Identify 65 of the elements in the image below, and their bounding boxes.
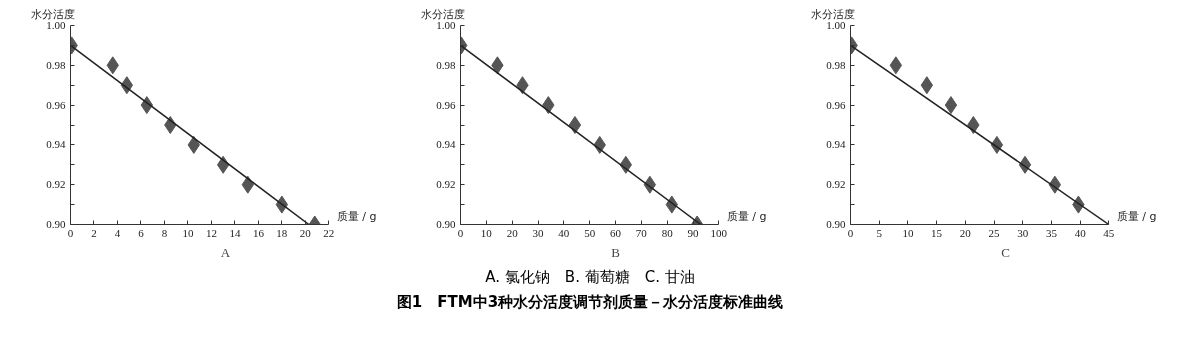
x-tick-label: 0	[847, 226, 854, 239]
x-tick-label: 6	[138, 226, 145, 239]
y-axis-title: 水分活度	[420, 7, 465, 21]
point	[920, 76, 934, 95]
x-tick-label: 20	[299, 226, 312, 239]
x-tick-label: 80	[661, 226, 674, 239]
y-tick-label: 1.00	[436, 19, 456, 31]
x-tick-label: 16	[252, 226, 265, 239]
x-tick-label: 18	[276, 226, 288, 239]
y-tick-label: 0.96	[436, 98, 456, 111]
y-tick-label: 0.96	[46, 98, 66, 111]
x-tick-label: 100	[710, 226, 728, 239]
x-tick-label: 0	[457, 226, 464, 239]
x-axis-title: 质量 / g	[1116, 209, 1157, 223]
x-tick-label: 4	[114, 226, 121, 239]
y-tick-label: 0.98	[436, 58, 456, 71]
x-tick-label: 90	[687, 226, 699, 239]
x-tick-label: 10	[902, 226, 914, 239]
text: C	[1001, 244, 1010, 260]
x-tick-label: 30	[532, 226, 544, 239]
x-tick-label: 40	[558, 226, 570, 239]
y-tick-label: 1.00	[46, 19, 66, 31]
y-axis-title: 水分活度	[30, 7, 75, 21]
y-tick-label: 0.98	[46, 58, 66, 71]
x-tick-label: 0	[67, 226, 74, 239]
y-tick-label: 0.94	[826, 138, 846, 151]
x-axis-title: 质量 / g	[336, 209, 377, 223]
y-tick-label: 0.94	[46, 138, 66, 151]
x-tick-label: 70	[635, 226, 648, 239]
y-tick-label: 0.92	[46, 178, 66, 191]
x-axis-title: 质量 / g	[726, 209, 767, 223]
y-tick-label: 0.96	[826, 98, 846, 111]
x-tick-label: 50	[584, 226, 596, 239]
y-tick-label: 0.92	[826, 178, 846, 191]
x-tick-label: 35	[1045, 226, 1058, 239]
text: A	[220, 244, 231, 260]
y-axis-title: 水分活度	[810, 7, 855, 21]
x-tick-label: 8	[161, 226, 168, 239]
x-tick-label: 12	[205, 226, 217, 239]
x-tick-label: 22	[323, 226, 335, 239]
point	[889, 56, 903, 75]
x-tick-label: 10	[182, 226, 194, 239]
text: 图1 FTM中3种水分活度调节剂质量－水分活度标准曲线	[395, 292, 785, 314]
x-tick-label: 10	[480, 226, 493, 239]
x-tick-label: 45	[1103, 226, 1115, 239]
y-tick-label: 1.00	[826, 19, 846, 31]
x-tick-label: 2	[91, 226, 97, 239]
x-tick-label: 15	[931, 226, 943, 239]
x-tick-label: 30	[1017, 226, 1029, 239]
y-tick-label: 0.98	[826, 58, 846, 71]
x-tick-label: 60	[610, 226, 622, 239]
y-tick-label: 0.92	[436, 178, 456, 191]
x-tick-label: 20	[506, 226, 519, 239]
x-tick-label: 25	[988, 226, 1001, 239]
y-tick-label: 0.94	[436, 138, 456, 151]
x-tick-label: 5	[876, 226, 883, 239]
x-tick-label: 40	[1074, 226, 1087, 239]
x-tick-label: 14	[229, 226, 241, 239]
text: B	[611, 244, 621, 260]
y-tick-label: 0.90	[46, 218, 66, 230]
y-tick-label: 0.90	[436, 218, 456, 230]
text: A. 氯化钠 B. 葡萄糖 C. 甘油	[484, 267, 696, 288]
y-tick-label: 0.90	[826, 218, 846, 230]
x-tick-label: 20	[959, 226, 972, 239]
point	[944, 96, 958, 115]
